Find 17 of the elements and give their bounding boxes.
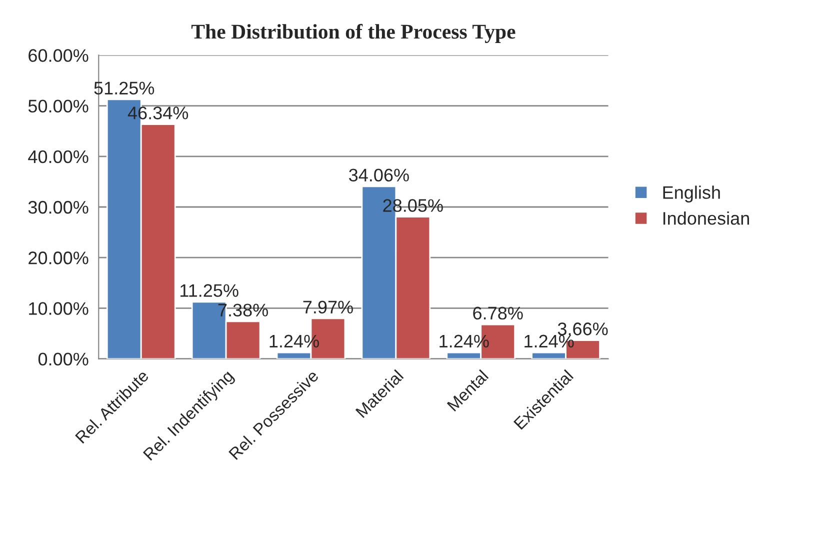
y-tick-label: 20.00% bbox=[28, 252, 88, 264]
data-label: 34.06% bbox=[349, 168, 409, 182]
y-tick-label: 40.00% bbox=[28, 150, 88, 164]
y-tick-label: 30.00% bbox=[28, 200, 88, 214]
chart-title: The Distribution of the Process Type bbox=[191, 24, 516, 44]
legend-label: English bbox=[663, 186, 720, 202]
y-tick-label: 10.00% bbox=[29, 302, 88, 315]
data-label: 3.66% bbox=[558, 322, 608, 336]
data-label: 1.24% bbox=[524, 334, 574, 348]
legend-label: Indonesian bbox=[663, 212, 749, 225]
y-tick-label: 50.00% bbox=[28, 100, 88, 113]
data-label: 51.25% bbox=[94, 82, 154, 95]
data-label: 6.78% bbox=[473, 306, 523, 320]
y-tick-label: 60.00% bbox=[28, 49, 88, 62]
data-label: 11.25% bbox=[180, 284, 238, 297]
data-label: 7.97% bbox=[303, 300, 353, 314]
y-tick-label: 0.00% bbox=[38, 352, 88, 366]
